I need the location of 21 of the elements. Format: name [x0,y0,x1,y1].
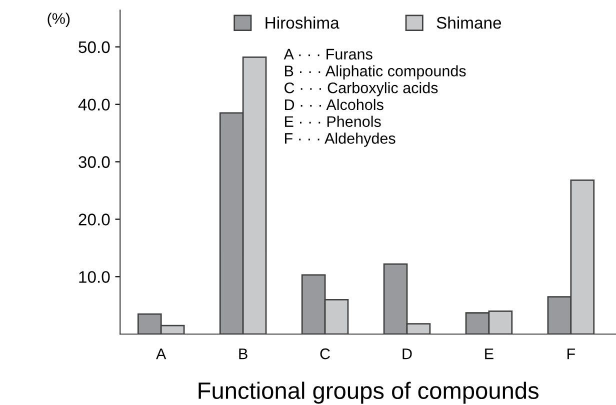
annotation: D · · · Alcohols [285,98,384,110]
y-tick-label: 40.0 [78,98,110,111]
annotation: F · · · Aldehydes [285,132,396,147]
x-axis-title: Functional groups of compounds [198,382,539,404]
x-tick-label: C [320,348,330,360]
legend-label: Shimane [436,16,502,29]
x-tick-label: D [402,348,412,360]
y-tick-label: 30.0 [78,156,110,168]
annotation: A · · · Furans [284,48,372,60]
x-tick-label: B [239,348,248,360]
legend-label: Hiroshima [266,16,340,29]
y-tick-label: 20.0 [78,214,110,226]
y-tick-label: 10.0 [79,271,110,283]
x-tick-label: E [485,348,494,360]
x-tick-label: F [568,348,575,360]
annotation: C · · · Carboxylic acids [284,82,438,96]
y-tick-label: 50.0 [78,41,110,54]
annotation: B · · · Aliphatic compounds [285,65,466,80]
x-tick-label: A [156,348,166,360]
y-axis-title: (%) [48,12,70,27]
annotation: E · · · Phenols [285,116,381,127]
